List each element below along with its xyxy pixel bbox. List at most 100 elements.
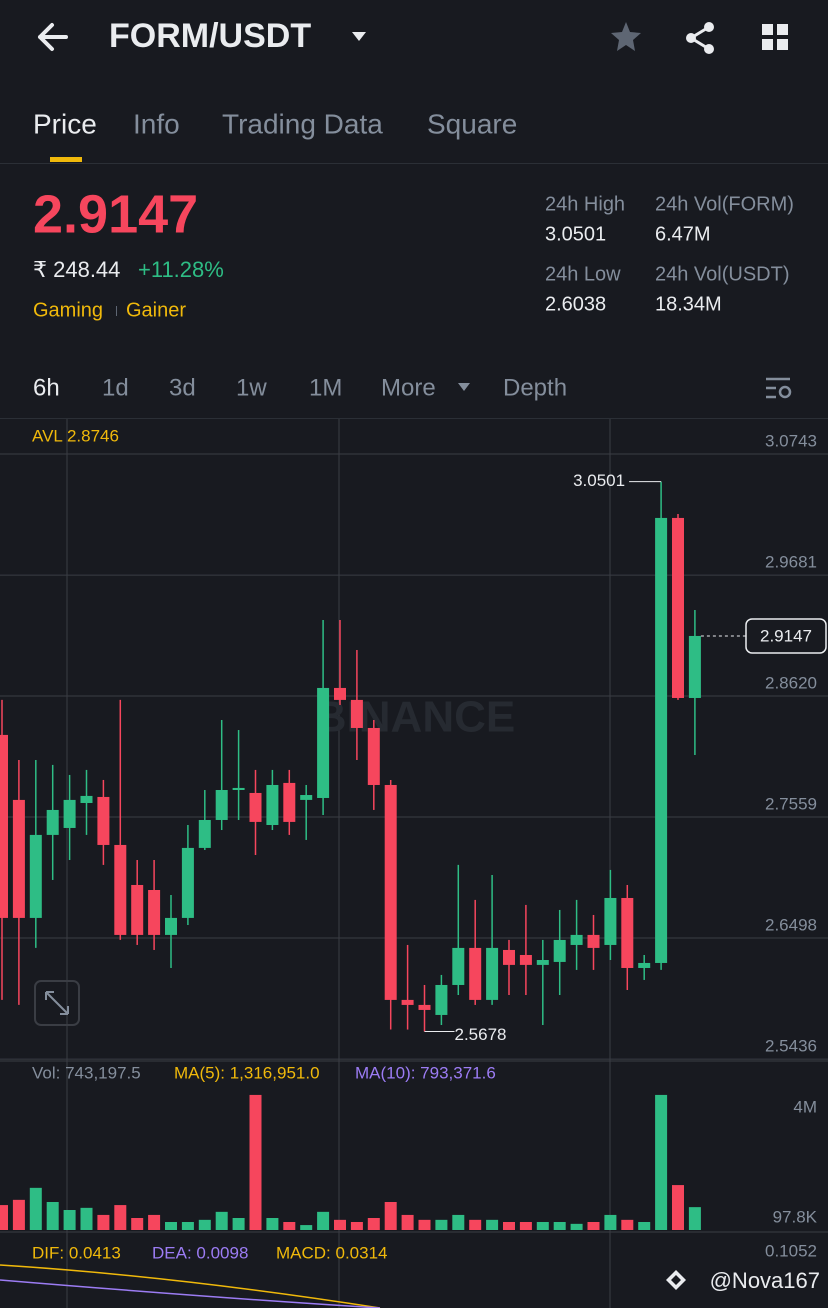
candle-body: [604, 897, 617, 945]
volume-bar: [621, 1219, 634, 1230]
volume-axis-label: 97.8K: [773, 1207, 818, 1226]
grid-icon[interactable]: [762, 24, 788, 50]
volume-bar: [46, 1202, 59, 1230]
settings-gear: [778, 385, 792, 399]
last-price-label: 2.9147: [760, 626, 812, 645]
candle-body: [249, 792, 262, 822]
fullscreen-frame: [34, 980, 80, 1026]
interval[interactable]: Depth: [503, 374, 567, 401]
volume-bar: [553, 1222, 566, 1230]
volume-bar: [469, 1219, 482, 1230]
volume-bar: [350, 1222, 363, 1230]
watermark: BINANCE: [315, 693, 515, 742]
candle-body: [80, 795, 93, 803]
low-label: 2.5678: [455, 1025, 507, 1044]
tab-underline: [50, 157, 82, 162]
pair-dropdown[interactable]: [352, 32, 366, 41]
volume-bar: [486, 1219, 499, 1230]
stat-label: 24h Vol(FORM): [655, 193, 794, 215]
tab[interactable]: Trading Data: [222, 108, 383, 139]
y-tick-label: 2.5436: [765, 1037, 817, 1056]
divider: [0, 163, 828, 164]
volume-label: Vol: 743,197.5: [32, 1063, 141, 1082]
volume-bar: [570, 1223, 583, 1230]
candle-body: [198, 819, 211, 848]
volume-bar: [97, 1214, 110, 1230]
volume-bar: [401, 1214, 414, 1230]
candle-body: [367, 727, 380, 785]
volume-bar: [638, 1222, 651, 1230]
candle-body: [688, 635, 701, 698]
candle-body: [553, 939, 566, 962]
fullscreen-arrows: [45, 991, 69, 1015]
candle-body: [148, 889, 161, 935]
tag[interactable]: Gainer: [126, 299, 186, 321]
interval[interactable]: 3d: [169, 374, 196, 401]
volume-bar: [215, 1211, 228, 1230]
candle-body: [29, 834, 42, 918]
fullscreen-button[interactable]: [34, 980, 80, 1026]
volume-bar: [63, 1210, 76, 1230]
volume-bar: [672, 1185, 684, 1230]
y-tick-label: 2.9681: [765, 553, 817, 572]
candle-body: [638, 962, 651, 968]
back-arrow: [38, 23, 68, 51]
tag-separator: [116, 306, 117, 316]
stat-label: 24h Low: [545, 263, 621, 285]
interval[interactable]: 1M: [309, 374, 342, 401]
tab[interactable]: Info: [133, 108, 180, 139]
candle-body: [536, 960, 549, 965]
fiat-price: ₹ 248.44: [33, 257, 120, 282]
volume-bar: [587, 1222, 600, 1230]
dea-label: DEA: 0.0098: [152, 1243, 248, 1262]
favorite-icon[interactable]: [611, 22, 641, 51]
stat-value: 6.47M: [655, 223, 711, 245]
share-icon[interactable]: [686, 22, 714, 54]
y-tick-label: 2.8620: [765, 674, 817, 693]
grid-cell: [762, 24, 773, 35]
interval[interactable]: More: [381, 374, 436, 401]
volume-bar: [384, 1202, 397, 1230]
volume-bar: [29, 1187, 42, 1230]
price-change: +11.28%: [138, 257, 224, 282]
stat-value: 18.34M: [655, 293, 722, 315]
volume-bar: [0, 1205, 8, 1230]
pair-title[interactable]: FORM/USDT: [109, 17, 311, 55]
interval[interactable]: 1w: [236, 374, 267, 401]
last-price-tag: [745, 618, 827, 654]
tab[interactable]: Square: [427, 108, 517, 139]
candle-body: [587, 934, 600, 948]
volume-bar: [232, 1218, 245, 1230]
tag[interactable]: Gaming: [33, 299, 103, 321]
volume-bar: [266, 1218, 279, 1230]
user-watermark: @Nova167: [710, 1268, 820, 1293]
candle-body: [12, 799, 25, 918]
user-logo: [666, 1270, 686, 1290]
tab[interactable]: Price: [33, 108, 97, 139]
more-dropdown[interactable]: [458, 383, 470, 391]
high-label: 3.0501: [573, 471, 625, 490]
candle-body: [215, 789, 228, 820]
volume-bar: [148, 1214, 161, 1230]
y-tick-label: 2.7559: [765, 795, 817, 814]
chart-settings-icon[interactable]: [766, 377, 792, 399]
divider: [0, 418, 828, 419]
y-tick-label: 3.0743: [765, 431, 817, 450]
candle-body: [0, 734, 8, 918]
volume-bar: [198, 1219, 211, 1230]
macd-label: MACD: 0.0314: [276, 1243, 388, 1262]
back-button[interactable]: [38, 23, 68, 51]
dif-label: DIF: 0.0413: [32, 1243, 121, 1262]
candle-body: [317, 687, 330, 798]
volume-bar: [300, 1225, 313, 1230]
y-tick-label: 2.6498: [765, 915, 817, 934]
candle-body: [384, 784, 397, 1000]
candle-body: [97, 796, 110, 845]
interval[interactable]: 1d: [102, 374, 129, 401]
volume-bar: [114, 1205, 127, 1230]
stat-value: 2.6038: [545, 293, 606, 315]
interval[interactable]: 6h: [33, 374, 60, 401]
candle-body: [655, 517, 668, 963]
volume-bar: [12, 1199, 25, 1230]
